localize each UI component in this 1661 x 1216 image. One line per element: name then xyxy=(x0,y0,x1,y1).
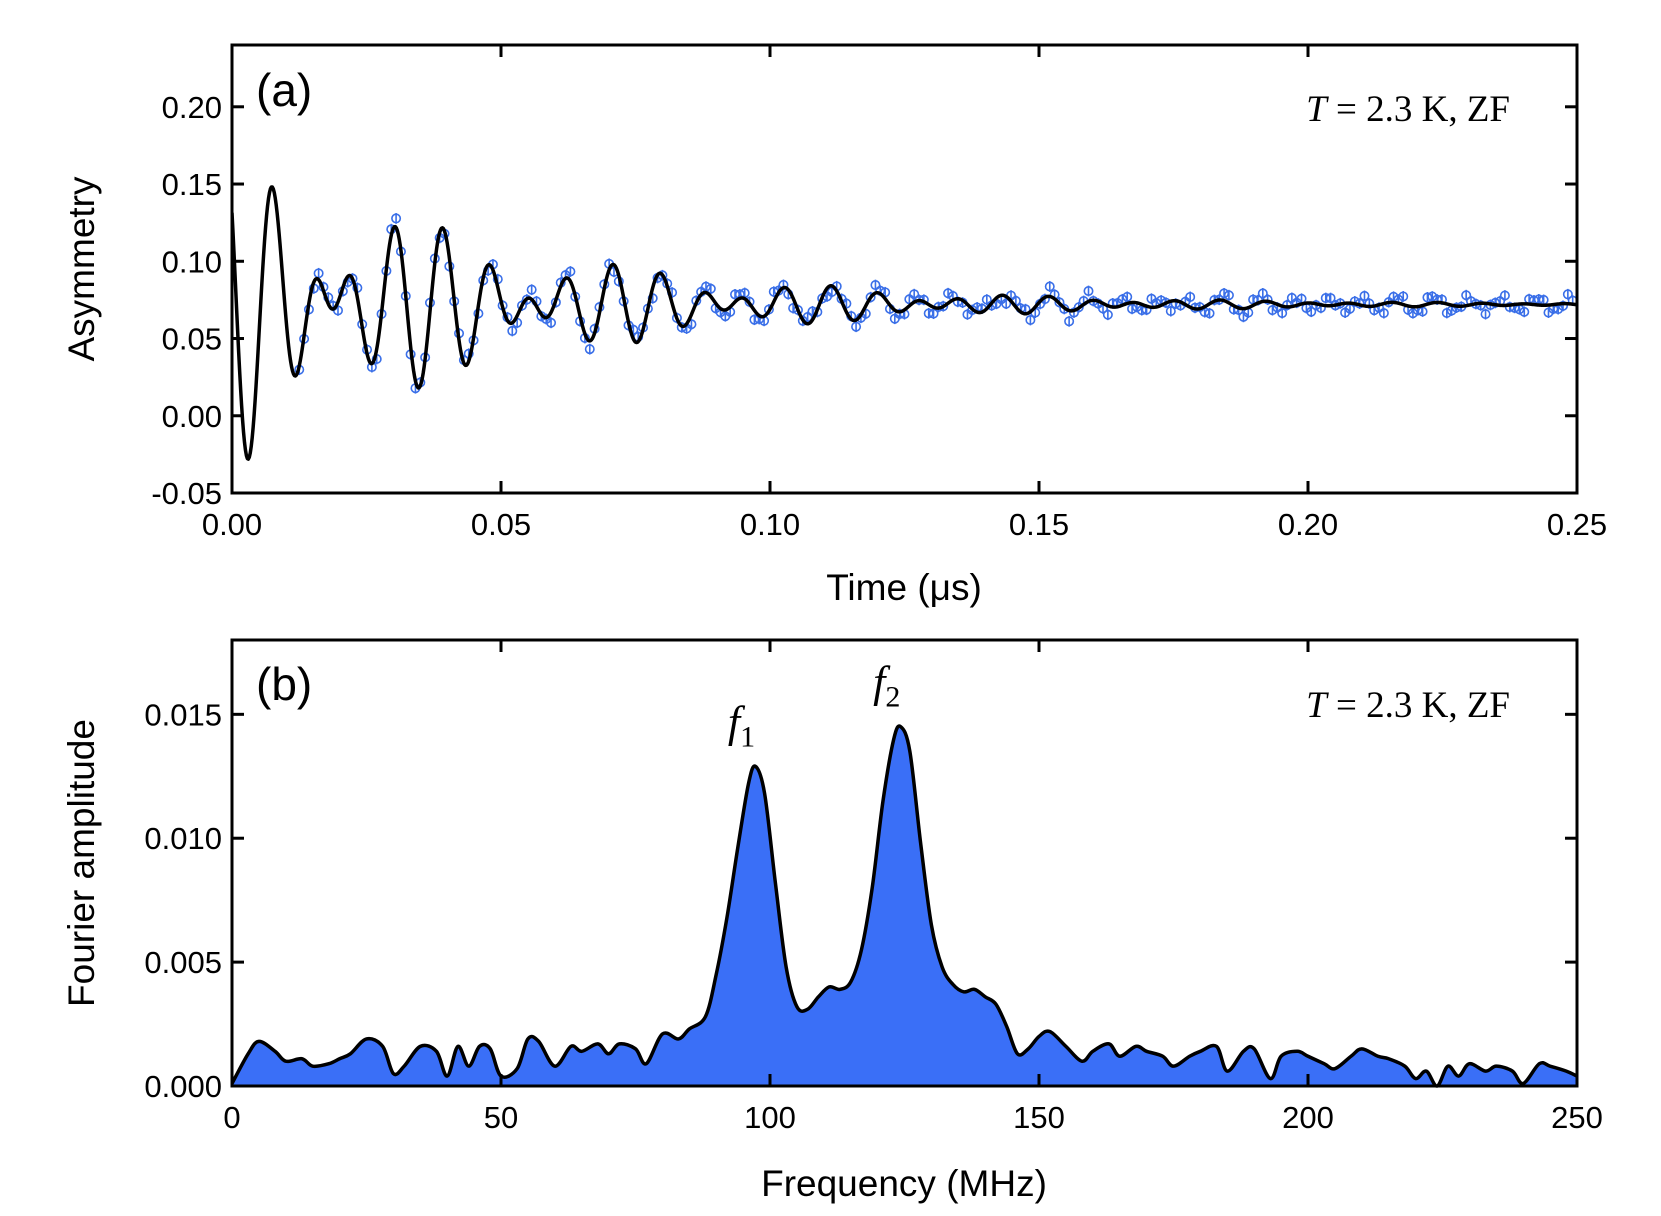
data-point xyxy=(981,294,992,305)
data-point xyxy=(1325,293,1336,304)
data-point xyxy=(1257,288,1268,299)
panel-b-annotation-text: = 2.3 K, ZF xyxy=(1327,685,1510,726)
data-point xyxy=(1306,306,1317,317)
data-point xyxy=(1122,291,1133,302)
data-point xyxy=(1499,290,1510,301)
panel-b-ticks: 0 50 100 150 200 250 0.000 0.005 0.010 0.015 xyxy=(144,640,1603,1135)
x-tick-label: 100 xyxy=(744,1100,796,1135)
data-point xyxy=(851,321,862,332)
panel-b-label: (b) xyxy=(256,658,312,710)
panel-a-time-domain: 0.00 0.05 0.10 0.15 0.20 0.25-0.050.000.050.1… xyxy=(61,43,1607,608)
panel-b-y-axis-title: Fourier amplitude xyxy=(61,719,102,1007)
y-tick-label: 0.005 xyxy=(144,945,222,980)
panel-a-annotation-text: = 2.3 K, ZF xyxy=(1327,89,1510,130)
data-point xyxy=(1083,286,1094,297)
x-tick-label: 0.25 xyxy=(1547,507,1607,542)
data-point xyxy=(705,283,716,294)
data-point xyxy=(1204,308,1215,319)
data-point xyxy=(1519,306,1530,317)
data-point xyxy=(909,289,920,300)
data-point xyxy=(1073,302,1084,313)
x-tick-label: 0.10 xyxy=(740,507,800,542)
y-tick-label: -0.05 xyxy=(151,476,222,511)
data-point xyxy=(391,213,402,224)
data-point xyxy=(1277,308,1288,319)
data-point xyxy=(1562,289,1573,300)
data-point xyxy=(507,325,518,336)
panel-b-plot-area xyxy=(230,724,1578,1088)
x-tick-label: 200 xyxy=(1282,1100,1334,1135)
peak-subscript: 2 xyxy=(885,681,900,714)
y-tick-label: 0.00 xyxy=(162,399,222,434)
data-point xyxy=(516,300,527,311)
panel-b-x-axis-title: Frequency (MHz) xyxy=(761,1163,1047,1204)
y-tick-label: 0.000 xyxy=(144,1069,222,1104)
x-tick-label: 250 xyxy=(1551,1100,1603,1135)
x-tick-label: 150 xyxy=(1013,1100,1065,1135)
spectrum-line xyxy=(230,724,1578,1088)
data-point xyxy=(1461,290,1472,301)
x-tick-label: 0.05 xyxy=(471,507,531,542)
x-tick-label: 0.20 xyxy=(1278,507,1338,542)
data-point xyxy=(1223,290,1234,301)
panel-a-ticks: 0.00 0.05 0.10 0.15 0.20 0.25-0.050.000.050.1… xyxy=(151,45,1607,542)
panel-a-plot-area xyxy=(232,185,1577,461)
spectrum-fill xyxy=(232,726,1577,1087)
data-point xyxy=(802,312,813,323)
x-tick-label: 50 xyxy=(484,1100,518,1135)
data-point xyxy=(1102,309,1113,320)
panel-a-annotation-var: T xyxy=(1306,89,1329,130)
data-point xyxy=(1558,300,1569,311)
y-tick-label: 0.15 xyxy=(162,167,222,202)
data-point xyxy=(870,280,881,291)
peak-subscript: 1 xyxy=(740,720,755,753)
data-point xyxy=(1398,291,1409,302)
data-point xyxy=(526,284,537,295)
panel-a-annotation: T = 2.3 K, ZF xyxy=(1306,89,1510,130)
panel-b-frame xyxy=(230,638,1579,1088)
x-tick-label: 0.00 xyxy=(202,507,262,542)
data-point xyxy=(928,308,939,319)
panel-a-series xyxy=(232,185,1577,461)
panel-a-x-axis-title: Time (μs) xyxy=(826,567,982,608)
panel-a-frame xyxy=(230,43,1579,495)
x-tick-label: 0 xyxy=(223,1100,240,1135)
data-point xyxy=(1480,309,1491,320)
data-point xyxy=(1165,306,1176,317)
data-point xyxy=(938,301,949,312)
data-point xyxy=(1044,281,1055,292)
data-point xyxy=(546,317,557,328)
x-tick-label: 0.15 xyxy=(1009,507,1069,542)
panel-b-annotation: T = 2.3 K, ZF xyxy=(1306,685,1510,726)
data-point xyxy=(865,292,876,303)
y-tick-label: 0.10 xyxy=(162,244,222,279)
data-point xyxy=(1001,298,1012,309)
panel-b-annotation-var: T xyxy=(1306,685,1329,726)
data-point xyxy=(1185,291,1196,302)
panel-a-y-axis-title: Asymmetry xyxy=(61,176,102,362)
peak-label-f1: f1 xyxy=(728,697,755,753)
peak-label-f2: f2 xyxy=(873,658,900,714)
y-tick-label: 0.20 xyxy=(162,90,222,125)
data-point xyxy=(584,344,595,355)
data-point xyxy=(565,266,576,277)
data-point xyxy=(1378,308,1389,319)
data-point xyxy=(1359,290,1370,301)
panel-b-peak-labels: f1 f2 xyxy=(728,658,900,754)
panel-a-label: (a) xyxy=(256,64,312,116)
fit-line xyxy=(232,185,1577,461)
data-point xyxy=(1025,314,1036,325)
y-tick-label: 0.05 xyxy=(162,322,222,357)
data-point xyxy=(1054,297,1065,308)
y-tick-label: 0.015 xyxy=(144,697,222,732)
y-tick-label: 0.010 xyxy=(144,821,222,856)
data-point xyxy=(1064,316,1075,327)
